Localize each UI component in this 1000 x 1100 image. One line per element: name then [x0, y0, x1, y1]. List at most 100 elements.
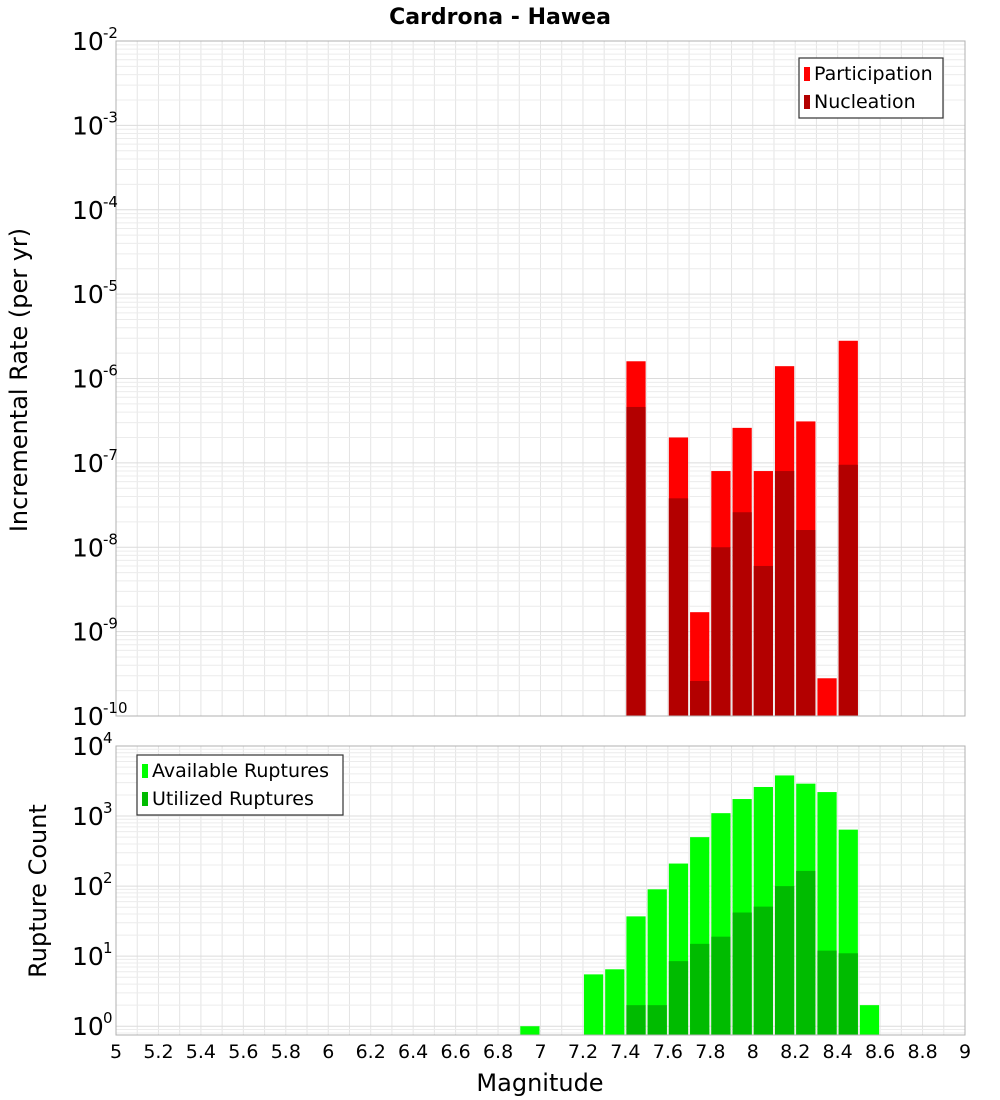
bottom-bar-series2 — [668, 961, 689, 1035]
x-axis-ticks: 5 5.2 5.4 5.6 5.8 6 6.2 6.4 6.6 6.8 7 7.2 7.4 7.6 7.8 8… — [110, 1041, 971, 1063]
bottom-y-tick-label: 10 — [72, 942, 104, 971]
top-y-tick-label: 10 — [72, 618, 104, 647]
bottom-bar-series2 — [817, 950, 837, 1035]
top-y-tick-exponent: -9 — [103, 615, 118, 633]
bottom-legend-box — [136, 754, 344, 816]
top-y-tick-label: 10 — [72, 27, 104, 56]
bottom-y-tick-label: 10 — [72, 802, 104, 831]
top-y-tick-exponent: -10 — [103, 699, 128, 717]
top-legend-swatch — [804, 67, 810, 81]
top-bar-series1 — [817, 678, 837, 716]
x-tick-label: 8.8 — [907, 1041, 937, 1063]
bottom-bar-series2 — [753, 906, 773, 1035]
bottom-y-tick-exponent: 0 — [103, 1009, 113, 1027]
top-bar-series2 — [732, 512, 752, 716]
bottom-bar-series2 — [774, 886, 795, 1035]
bottom-y-tick-exponent: 4 — [103, 729, 113, 747]
bottom-legend-label: Utilized Ruptures — [152, 788, 314, 810]
bottom-bar-series2 — [690, 943, 710, 1035]
bottom-bar-series2 — [838, 953, 858, 1035]
top-legend-swatch — [804, 95, 810, 109]
bottom-bar-series2 — [626, 1005, 646, 1035]
top-legend-box — [798, 57, 944, 119]
top-y-tick-label: 10 — [72, 702, 104, 731]
bottom-bar-series2 — [732, 912, 752, 1035]
bottom-y-tick-label: 10 — [72, 872, 104, 901]
bottom-bars — [520, 775, 880, 1035]
top-y-tick-label: 10 — [72, 365, 104, 394]
bottom-bar-series2 — [796, 870, 816, 1035]
x-tick-label: 5.4 — [186, 1041, 216, 1063]
top-plot-frame — [115, 40, 966, 717]
x-axis-label: Magnitude — [476, 1069, 603, 1097]
top-bar-series2 — [838, 464, 858, 716]
x-tick-label: 6.8 — [483, 1041, 513, 1063]
bottom-legend-label: Available Ruptures — [152, 760, 329, 782]
bottom-y-tick-label: 10 — [72, 1012, 104, 1041]
top-bar-series2 — [626, 406, 646, 716]
top-bar-series2 — [711, 547, 731, 716]
bottom-y-tick-exponent: 2 — [103, 869, 113, 887]
x-tick-label: 6.4 — [398, 1041, 428, 1063]
bottom-bar-series1 — [647, 889, 667, 1035]
x-tick-label: 5.8 — [271, 1041, 301, 1063]
x-tick-label: 9 — [959, 1041, 971, 1063]
x-tick-label: 8.6 — [865, 1041, 895, 1063]
top-grid — [115, 40, 966, 717]
bottom-legend-swatch — [142, 792, 148, 806]
top-y-tick-exponent: -8 — [103, 530, 118, 548]
top-bar-series2 — [753, 565, 773, 716]
x-tick-label: 6.6 — [440, 1041, 470, 1063]
top-y-tick-label: 10 — [72, 533, 104, 562]
bottom-bar-series2 — [647, 1005, 667, 1035]
bottom-y-tick-label: 10 — [72, 732, 104, 761]
top-y-tick-label: 10 — [72, 111, 104, 140]
top-legend-label: Nucleation — [814, 91, 916, 113]
top-legend: Participation Nucleation — [798, 57, 944, 119]
x-tick-label: 7.4 — [610, 1041, 640, 1063]
top-bar-series2 — [774, 471, 795, 716]
x-tick-label: 7.8 — [695, 1041, 725, 1063]
bottom-plot-frame — [115, 745, 966, 1036]
bottom-bar-series1 — [520, 1026, 540, 1035]
top-y-tick-exponent: -6 — [103, 362, 118, 380]
top-y-axis-label: Incremental Rate (per yr) — [5, 228, 33, 532]
bottom-y-tick-exponent: 3 — [103, 799, 113, 817]
bottom-bar-series1 — [583, 974, 604, 1035]
bottom-legend-swatch — [142, 764, 148, 778]
x-tick-label: 8.2 — [780, 1041, 810, 1063]
top-bar-series2 — [796, 530, 816, 716]
x-tick-label: 7.6 — [653, 1041, 683, 1063]
top-y-tick-exponent: -4 — [103, 193, 118, 211]
x-tick-label: 5 — [110, 1041, 122, 1063]
bottom-bar-series2 — [711, 936, 731, 1035]
x-tick-label: 8.4 — [823, 1041, 853, 1063]
x-tick-label: 5.2 — [143, 1041, 173, 1063]
x-tick-label: 7 — [534, 1041, 546, 1063]
x-tick-label: 6.2 — [356, 1041, 386, 1063]
bottom-legend: Available Ruptures Utilized Ruptures — [136, 754, 344, 816]
top-bars — [626, 340, 858, 716]
top-y-tick-label: 10 — [72, 449, 104, 478]
top-y-tick-label: 10 — [72, 196, 104, 225]
top-bar-series2 — [668, 498, 689, 716]
bottom-bar-series1 — [605, 969, 625, 1035]
chart-title: Cardrona - Hawea — [389, 5, 611, 30]
bottom-y-tick-exponent: 1 — [103, 939, 113, 957]
top-y-tick-exponent: -2 — [103, 24, 118, 42]
x-tick-label: 6 — [322, 1041, 334, 1063]
top-legend-label: Participation — [814, 63, 933, 85]
bottom-y-axis-label: Rupture Count — [24, 804, 52, 978]
x-tick-label: 7.2 — [568, 1041, 598, 1063]
bottom-bar-series1 — [859, 1005, 880, 1035]
x-tick-label: 8 — [747, 1041, 759, 1063]
top-y-tick-exponent: -3 — [103, 108, 118, 126]
x-tick-label: 5.6 — [228, 1041, 258, 1063]
top-bar-series2 — [690, 680, 710, 716]
